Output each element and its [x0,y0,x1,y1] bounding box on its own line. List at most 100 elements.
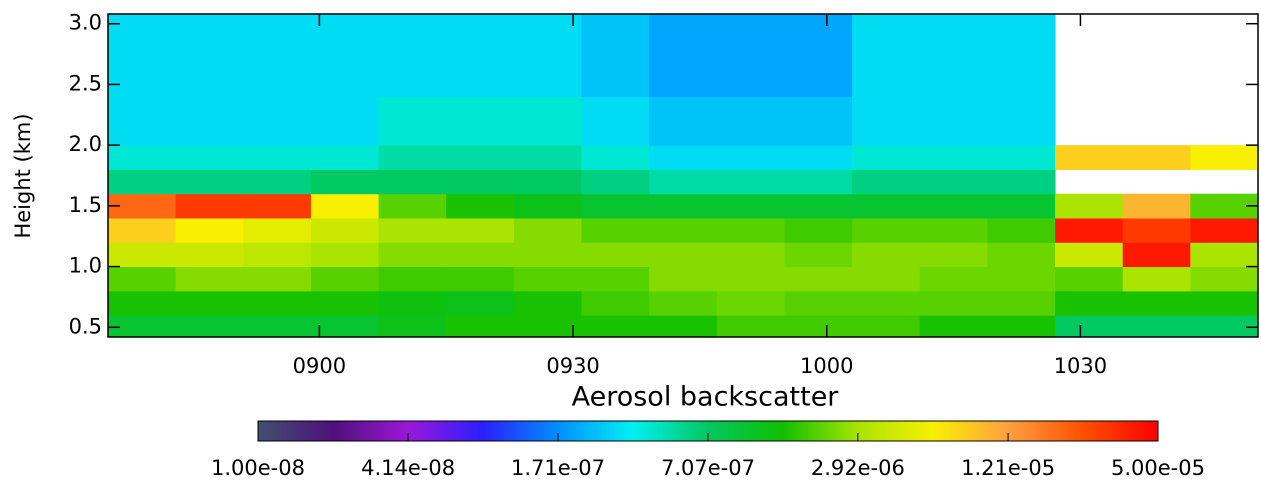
heatmap-cell [379,242,447,267]
heatmap-cell [446,145,514,170]
heatmap-cell [987,218,1055,243]
y-tick-label: 2.0 [69,132,102,156]
heatmap-cell [1123,145,1191,170]
heatmap-cell [852,97,920,146]
heatmap-cell [784,194,852,219]
colorbar-tick-label: 2.92e-06 [811,456,905,480]
heatmap-cell [311,267,379,292]
heatmap-cell [446,97,514,146]
heatmap-cell [920,267,988,292]
heatmap-cell [446,194,514,219]
heatmap-cell [582,169,650,194]
heatmap-cell [582,97,650,146]
colorbar-tick-label: 4.14e-08 [361,456,455,480]
heatmap-cell [311,194,379,219]
x-axis-label: Aerosol backscatter [572,382,840,413]
heatmap-cell [1055,291,1123,316]
heatmap-cell [717,242,785,267]
heatmap-cell [649,97,717,146]
heatmap-cell [311,97,379,146]
heatmap-cell [717,194,785,219]
heatmap-cell [852,315,920,337]
heatmap-cell [1055,194,1123,219]
heatmap-cell [514,218,582,243]
heatmap-cell [987,48,1055,97]
heatmap-cell [582,48,650,97]
heatmap-cell [514,97,582,146]
heatmap-cell [920,14,988,49]
heatmap-cell [176,97,244,146]
heatmap-cell [379,267,447,292]
heatmap-cell [649,14,717,49]
heatmap-cell [446,242,514,267]
heatmap-cell [582,145,650,170]
heatmap-cell [920,315,988,337]
heatmap-cell [1123,291,1191,316]
heatmap-cell [311,315,379,337]
heatmap-cell [311,145,379,170]
heatmap-cell [379,218,447,243]
colorbar-tick-label: 7.07e-07 [661,456,755,480]
heatmap-cell [649,315,717,337]
heatmap-cell [852,145,920,170]
heatmap-cell [379,291,447,316]
heatmap-cell [717,48,785,97]
heatmap-cell [311,291,379,316]
heatmap-cell [243,169,311,194]
heatmap-cell [582,218,650,243]
heatmap-cell [379,194,447,219]
heatmap-cell [784,218,852,243]
heatmap-cell [243,145,311,170]
heatmap-cell [311,48,379,97]
y-tick-label: 3.0 [69,11,102,35]
heatmap-cell [311,242,379,267]
heatmap-cell [784,169,852,194]
heatmap-cell [649,194,717,219]
y-tick-label: 2.5 [69,71,102,95]
heatmap-cell [243,267,311,292]
heatmap-cell [852,267,920,292]
heatmap-cell [176,291,244,316]
heatmap-cell [311,218,379,243]
heatmap-cell [784,291,852,316]
heatmap-cell [717,315,785,337]
heatmap-cell [108,14,176,49]
heatmap-cell [649,267,717,292]
heatmap-cell [717,267,785,292]
heatmap-cell [649,169,717,194]
heatmap-cell [784,48,852,97]
heatmap-cell [987,267,1055,292]
heatmap-cell [784,242,852,267]
x-tick-label: 0930 [546,354,599,378]
heatmap-cell [176,267,244,292]
heatmap-cell [1055,267,1123,292]
heatmap-cell [176,145,244,170]
heatmap-cell [514,194,582,219]
x-tick-label: 1030 [1054,354,1107,378]
colorbar-tick-label: 1.00e-08 [211,456,305,480]
heatmap-cell [446,14,514,49]
heatmap-cell [717,145,785,170]
heatmap-cell [379,48,447,97]
heatmap-cell [717,14,785,49]
heatmap-cell [1190,267,1258,292]
heatmap-cell [379,169,447,194]
heatmap-cell [243,218,311,243]
heatmap-cell [717,97,785,146]
y-axis-label: Height (km) [11,113,35,238]
heatmap-cell [176,315,244,337]
heatmap-cell [176,218,244,243]
chart: Aerosol backscatter Height (km) 0.51.01.… [0,0,1261,483]
heatmap-cell [243,315,311,337]
heatmap-cell [514,48,582,97]
heatmap-cell [108,267,176,292]
heatmap-cell [446,48,514,97]
heatmap-cell [243,97,311,146]
heatmap-cell [852,48,920,97]
heatmap-cell [243,242,311,267]
heatmap-cell [176,194,244,219]
heatmap-cell [243,194,311,219]
heatmap-cell [176,242,244,267]
x-tick-label: 1000 [800,354,853,378]
heatmap-cell [852,169,920,194]
